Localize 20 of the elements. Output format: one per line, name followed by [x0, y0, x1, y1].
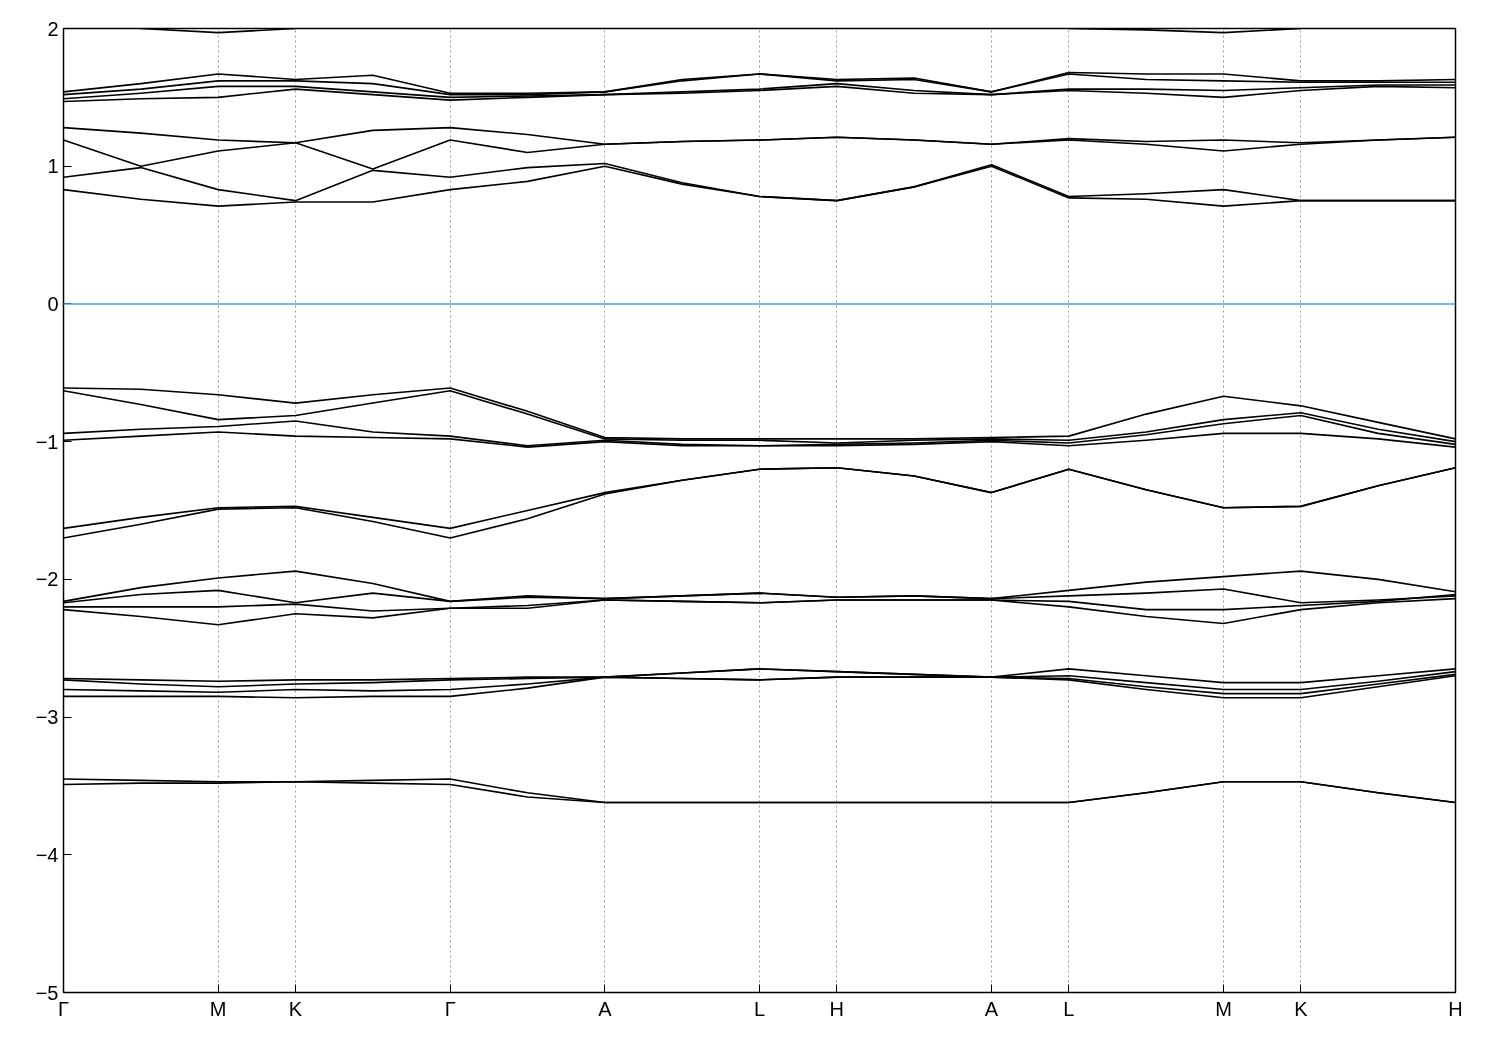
x-tick-label: M: [1215, 997, 1232, 1020]
y-tick-label: −4: [35, 843, 59, 866]
y-tick-label: −1: [35, 430, 59, 453]
y-tick-label: 0: [47, 292, 59, 315]
y-tick-label: 1: [47, 155, 59, 178]
y-tick-label: −2: [35, 568, 59, 591]
x-tick-label: M: [209, 997, 227, 1020]
x-tick-label: H: [1448, 997, 1463, 1020]
x-tick-label: L: [1063, 997, 1075, 1020]
y-tick-label: −5: [35, 981, 59, 1004]
y-tick-label: 2: [47, 17, 59, 40]
x-tick-label: L: [753, 997, 766, 1020]
y-tick-label: −3: [35, 706, 59, 729]
x-tick-label: K: [1294, 997, 1309, 1020]
x-tick-label: A: [598, 997, 613, 1020]
x-tick-label: Γ: [444, 997, 456, 1020]
x-tick-label: K: [288, 997, 303, 1020]
x-tick-label: Γ: [57, 997, 70, 1020]
x-tick-label: H: [829, 997, 845, 1020]
x-tick-label: A: [984, 997, 999, 1020]
